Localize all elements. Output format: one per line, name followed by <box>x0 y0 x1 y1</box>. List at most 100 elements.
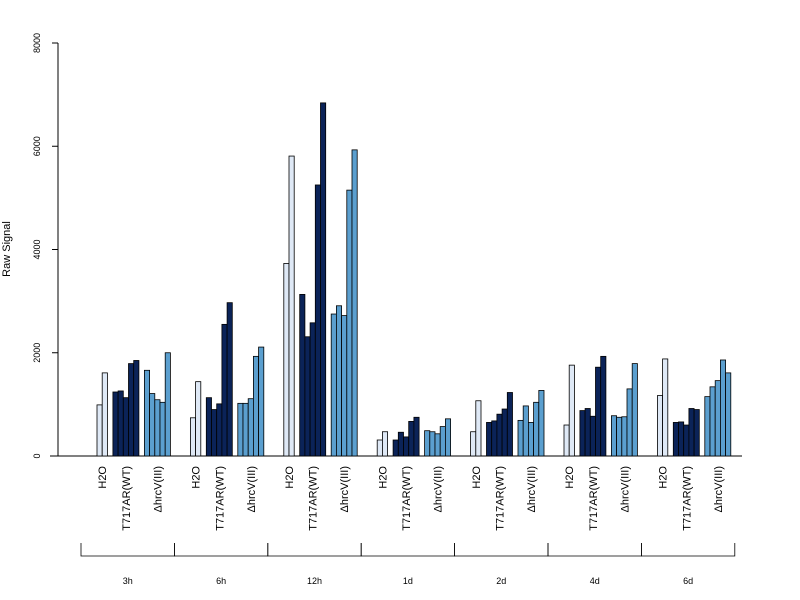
timepoint-groups: 3h 6h 12h 1d 2d 4d 6d <box>80 543 736 586</box>
category-label: H2O <box>284 466 296 489</box>
bar <box>304 336 311 457</box>
bar <box>143 369 150 457</box>
bar <box>616 416 623 457</box>
bar <box>128 363 135 457</box>
category-label: H2O <box>377 466 389 489</box>
timepoint-label: 6h <box>216 576 226 586</box>
category-label: T717AR(WT) <box>588 466 600 531</box>
timepoint-label: 1d <box>403 576 413 586</box>
category-label: H2O <box>658 466 670 489</box>
bar <box>309 322 316 457</box>
timepoint-label: 6d <box>683 576 693 586</box>
bar <box>112 391 119 457</box>
bar <box>205 397 212 457</box>
y-axis-label: Raw Signal <box>1 221 13 277</box>
bar <box>247 398 254 457</box>
bar <box>133 360 140 457</box>
bar <box>693 409 700 457</box>
category-label: H2O <box>564 466 576 489</box>
bar <box>258 346 265 457</box>
bar <box>470 431 477 457</box>
y-tick-label: 0 <box>32 453 42 458</box>
category-label: H2O <box>191 466 203 489</box>
timepoint-label: 4d <box>590 576 600 586</box>
bar <box>376 439 383 457</box>
bar <box>424 430 431 457</box>
bar <box>237 402 244 457</box>
category-label: ΔhrcV(III) <box>152 466 164 512</box>
bar <box>720 359 727 457</box>
category-label: T717AR(WT) <box>681 466 693 531</box>
timepoint-bracket <box>641 543 736 557</box>
timepoint-bracket <box>267 543 362 557</box>
bar <box>397 431 404 457</box>
bar <box>351 149 358 457</box>
bar <box>563 424 570 457</box>
y-tick-label: 8000 <box>32 33 42 53</box>
bar <box>221 323 228 457</box>
bar <box>434 433 441 457</box>
bar <box>444 418 451 457</box>
timepoint-bracket <box>174 543 269 557</box>
bar <box>149 393 156 457</box>
bar <box>568 364 575 457</box>
bar <box>154 399 161 457</box>
bar <box>725 372 732 457</box>
bar <box>595 366 602 457</box>
timepoint-bracket <box>360 543 455 557</box>
bar <box>159 401 166 457</box>
bar <box>662 358 669 457</box>
category-label: ΔhrcV(III) <box>619 466 631 512</box>
bar <box>584 408 591 457</box>
category-label: T717AR(WT) <box>121 466 133 531</box>
bar <box>320 102 327 457</box>
bar <box>496 413 503 457</box>
category-label: ΔhrcV(III) <box>713 466 725 512</box>
bar <box>164 352 171 457</box>
timepoint-bracket <box>454 543 549 557</box>
bar <box>96 404 103 457</box>
y-tick-label: 6000 <box>32 136 42 156</box>
bar <box>533 401 540 457</box>
bar <box>528 422 535 457</box>
y-tick-label: 4000 <box>32 239 42 259</box>
bar <box>678 421 685 457</box>
bar <box>403 436 410 457</box>
bar <box>252 355 259 457</box>
bar <box>486 422 493 457</box>
bar <box>491 420 498 457</box>
bar <box>626 388 633 457</box>
bar <box>346 189 353 457</box>
bar <box>189 417 196 457</box>
bar <box>704 396 711 457</box>
bar <box>341 315 348 457</box>
bar <box>226 302 233 457</box>
category-label: ΔhrcV(III) <box>433 466 445 512</box>
bar <box>101 372 108 457</box>
bar <box>283 263 290 457</box>
bar <box>631 363 638 457</box>
category-label: ΔhrcV(III) <box>526 466 538 512</box>
bars <box>96 102 732 457</box>
bar <box>314 184 321 457</box>
category-labels: H2O T717AR(WT) ΔhrcV(III) H2O T717AR(WT) Δhrc… <box>97 466 725 531</box>
bar <box>381 431 388 457</box>
bar <box>714 380 721 457</box>
timepoint-label: 2d <box>496 576 506 586</box>
bar <box>408 421 415 457</box>
bar <box>672 422 679 457</box>
category-label: H2O <box>471 466 483 489</box>
bar <box>392 439 399 457</box>
bar <box>709 386 716 457</box>
category-label: T717AR(WT) <box>308 466 320 531</box>
category-label: T717AR(WT) <box>495 466 507 531</box>
bar <box>117 390 124 457</box>
bar <box>501 408 508 457</box>
bar <box>506 392 513 457</box>
timepoint-bracket <box>80 543 175 557</box>
timepoint-label: 3h <box>123 576 133 586</box>
bar <box>657 395 664 457</box>
bar <box>688 408 695 457</box>
bar <box>330 313 337 457</box>
